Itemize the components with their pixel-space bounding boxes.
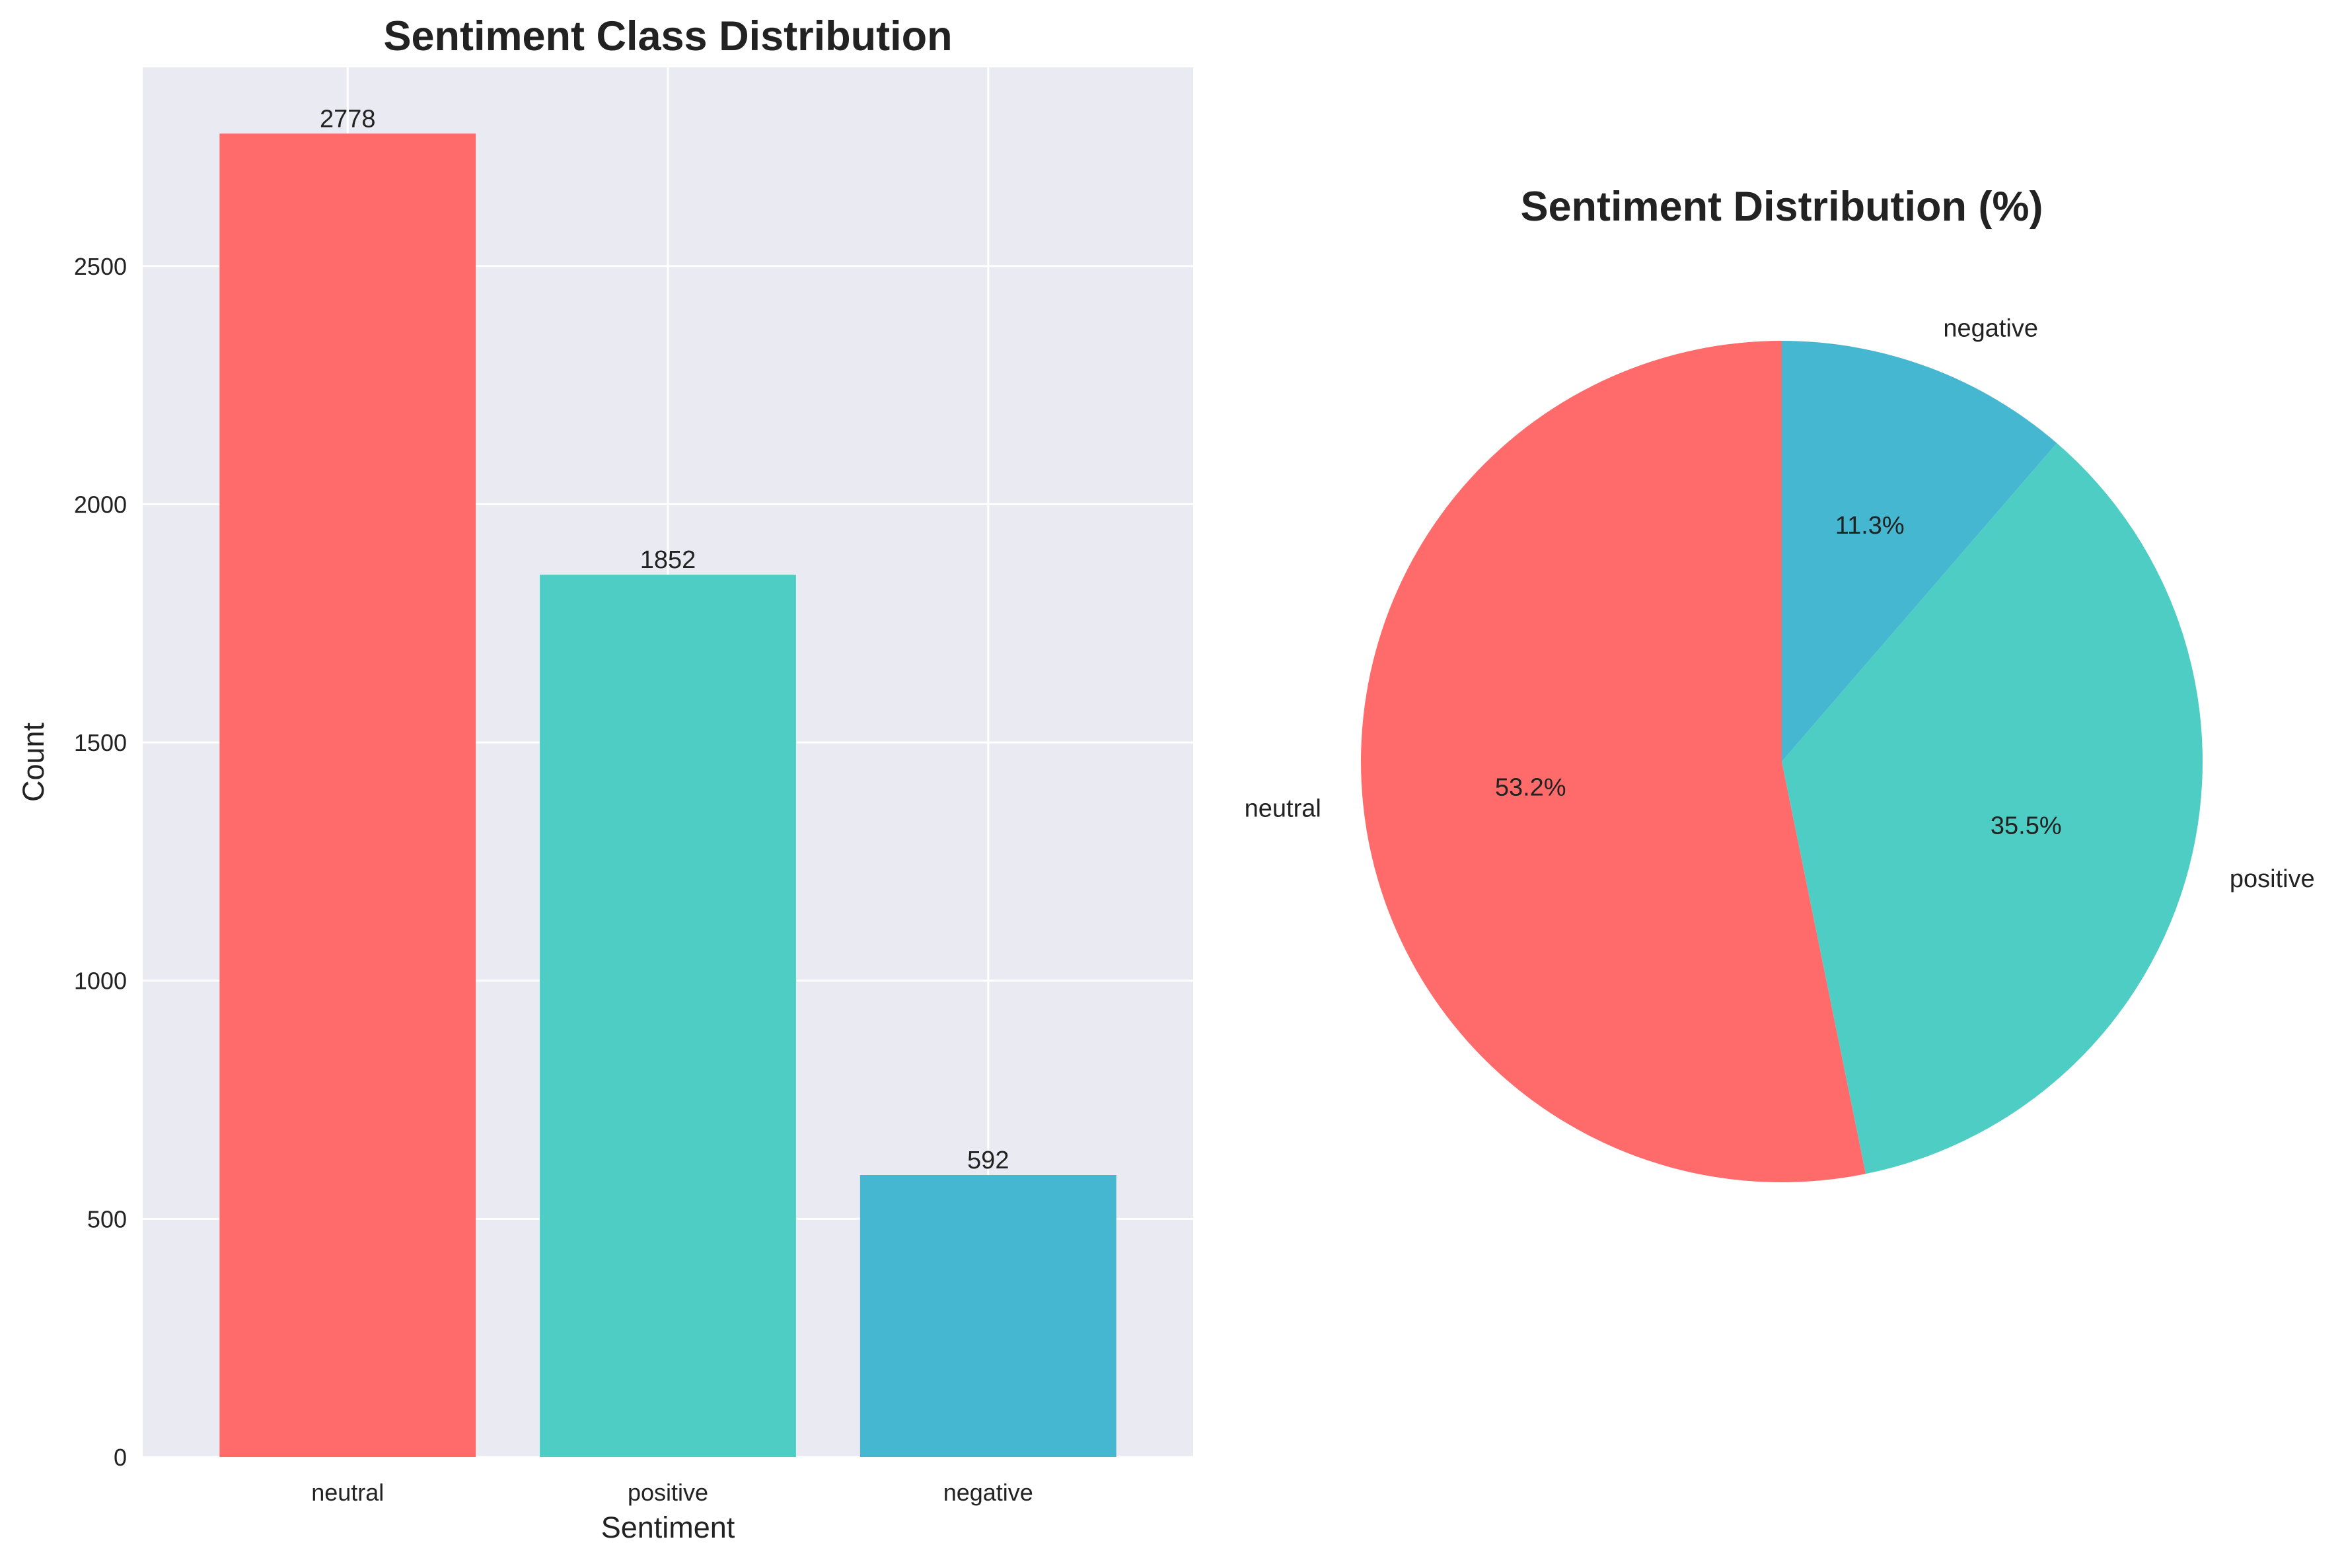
bar-marks: 2778 1852 592 [219, 105, 1116, 1458]
x-tick-label: positive [628, 1479, 708, 1506]
y-tick-label: 500 [87, 1205, 127, 1232]
pie-slices [1361, 341, 2203, 1182]
bar-tick-labels: 0 500 1000 1500 2000 2500 neutral positive negat… [74, 253, 1033, 1506]
bar-value-label: 592 [967, 1147, 1009, 1174]
pie-category-label: neutral [1245, 795, 1321, 822]
pie-percent-label: 53.2% [1495, 773, 1566, 801]
pie-labels: 53.2% neutral 35.5% positive 11.3% negative [1245, 314, 2315, 893]
y-tick-label: 2000 [74, 491, 127, 518]
pie-chart-title: Sentiment Distribution (%) [1521, 184, 2043, 230]
bar-value-label: 1852 [640, 546, 696, 574]
pie-category-label: positive [2230, 865, 2315, 893]
y-tick-label: 1500 [74, 729, 127, 756]
bar-neutral [219, 133, 476, 1458]
bar-positive [540, 575, 796, 1457]
pie-percent-label: 11.3% [1835, 512, 1905, 540]
pie-slice-neutral [1361, 341, 1866, 1182]
pie-chart: 53.2% neutral 35.5% positive 11.3% negative S… [1245, 184, 2315, 1182]
pie-category-label: negative [1943, 314, 2038, 342]
x-axis-label: Sentiment [601, 1511, 735, 1544]
pie-slice-positive [1782, 443, 2203, 1174]
y-tick-label: 0 [114, 1444, 127, 1471]
bar-negative [860, 1174, 1116, 1457]
pie-percent-label: 35.5% [1991, 812, 2062, 840]
x-tick-label: negative [943, 1479, 1033, 1506]
x-tick-label: neutral [311, 1479, 384, 1506]
bar-chart-title: Sentiment Class Distribution [383, 13, 952, 59]
y-tick-label: 2500 [74, 253, 127, 280]
bar-value-label: 2778 [320, 105, 376, 133]
y-axis-label: Count [17, 722, 50, 802]
y-tick-label: 1000 [74, 968, 127, 995]
pie-slice-negative [1782, 341, 2057, 762]
bar-chart: 2778 1852 592 0 500 1000 1500 2000 2500 neutral p… [17, 13, 1193, 1544]
